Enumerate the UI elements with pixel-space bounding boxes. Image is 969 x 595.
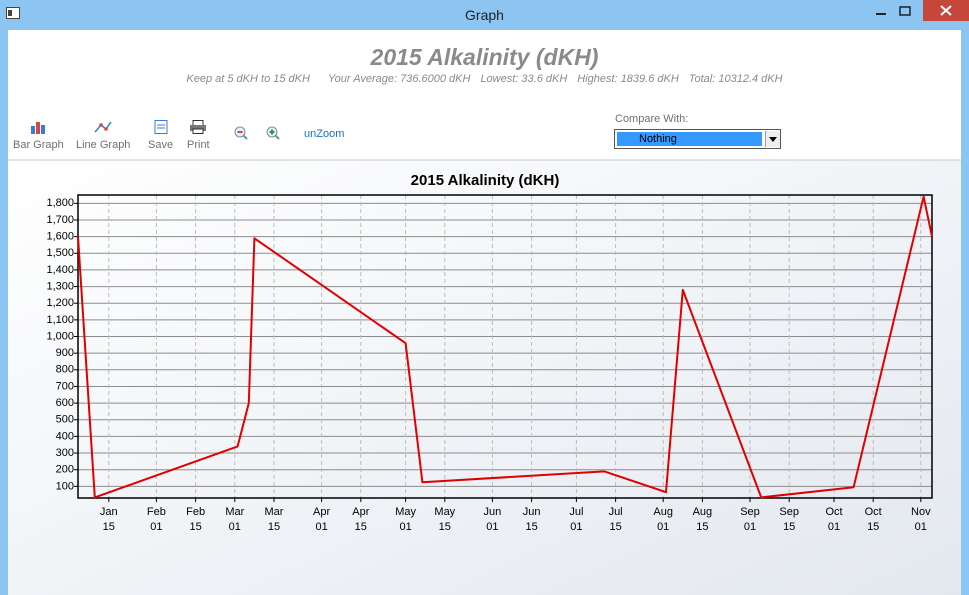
compare-dropdown[interactable]: Nothing xyxy=(614,129,781,149)
button-label: Bar Graph xyxy=(13,139,64,151)
chart-title: 2015 Alkalinity (dKH) xyxy=(411,172,560,189)
y-tick-label: 1,300 xyxy=(46,280,74,292)
save-icon xyxy=(154,120,168,134)
y-tick-label: 1,600 xyxy=(46,231,74,243)
y-tick-label: 800 xyxy=(56,364,74,376)
maximize-button[interactable] xyxy=(899,6,911,16)
x-tick-label: Feb 01 xyxy=(146,506,166,533)
x-tick-label: Apr 01 xyxy=(313,506,331,533)
zoom-out-button[interactable] xyxy=(233,125,249,141)
stat: Keep at 5 dKH to 15 dKH xyxy=(186,73,310,85)
save-button[interactable]: Save xyxy=(148,120,173,151)
window-title: Graph xyxy=(465,7,504,23)
button-label: Print xyxy=(187,139,210,151)
y-tick-label: 500 xyxy=(56,414,74,426)
y-tick-label: 1,500 xyxy=(46,247,74,259)
x-tick-label: Oct 01 xyxy=(825,506,843,533)
stat: Lowest: 33.6 dKH xyxy=(480,73,568,85)
x-tick-label: Sep 15 xyxy=(779,506,799,533)
y-tick-label: 900 xyxy=(56,347,74,359)
frame-left xyxy=(0,30,8,595)
x-tick-label: Nov 01 xyxy=(911,506,931,533)
window-icon xyxy=(6,7,20,19)
title-bar xyxy=(0,0,969,30)
x-tick-label: Oct 15 xyxy=(864,506,882,533)
bar-graph-button[interactable]: Bar Graph xyxy=(13,120,64,151)
x-tick-label: Mar 15 xyxy=(264,506,284,533)
y-tick-label: 300 xyxy=(56,447,74,459)
plot-area: 100 200 300 400 500 600 700 800 900 1,000 1,100 1,2… xyxy=(46,194,933,502)
x-tick-label: Aug 01 xyxy=(653,506,673,533)
y-tick-label: 600 xyxy=(56,397,74,409)
x-tick-label: May 15 xyxy=(434,506,456,533)
compare-value: Nothing xyxy=(617,132,762,146)
stat: Highest: 1839.6 dKH xyxy=(577,73,679,85)
y-tick-label: 1,400 xyxy=(46,264,74,276)
button-label: Line Graph xyxy=(76,139,131,151)
y-tick-label: 1,700 xyxy=(46,214,74,226)
x-tick-label: Apr 15 xyxy=(352,506,370,533)
unzoom-link[interactable]: unZoom xyxy=(304,128,345,140)
close-icon xyxy=(940,5,952,16)
y-tick-label: 100 xyxy=(56,480,74,492)
print-button[interactable]: Print xyxy=(187,120,210,151)
dropdown-arrow[interactable] xyxy=(765,131,780,147)
x-tick-label: May 01 xyxy=(395,506,416,533)
data-line xyxy=(77,195,933,499)
zoom-in-button[interactable] xyxy=(265,125,281,141)
arrow-icon xyxy=(769,137,777,142)
x-tick-label: Jul 01 xyxy=(569,506,584,533)
button-label: Save xyxy=(148,139,174,151)
print-icon xyxy=(190,120,207,134)
y-tick-label: 700 xyxy=(56,380,74,392)
line-graph-button[interactable]: Line Graph xyxy=(76,120,130,151)
y-tick-label: 1,200 xyxy=(46,297,74,309)
bar-icon xyxy=(31,122,46,134)
line-icon xyxy=(94,121,112,133)
x-tick-label: Mar 01 xyxy=(225,506,245,533)
window-controls xyxy=(876,0,969,21)
y-tick-label: 1,100 xyxy=(46,314,74,326)
y-tick-label: 1,000 xyxy=(46,330,74,342)
y-tick-label: 200 xyxy=(56,464,74,476)
x-tick-label: Aug 15 xyxy=(692,506,713,533)
y-tick-label: 400 xyxy=(56,430,74,442)
x-tick-label: Jun 01 xyxy=(483,506,502,533)
y-tick-label: 1,800 xyxy=(46,197,74,209)
header-title: 2015 Alkalinity (dKH) xyxy=(370,44,599,70)
stat: Total: 10312.4 dKH xyxy=(688,73,783,85)
x-tick-label: Jul 15 xyxy=(608,506,623,533)
stats-line: Keep at 5 dKH to 15 dKH Your Average: 736… xyxy=(8,73,961,85)
compare-label: Compare With: xyxy=(615,113,689,125)
frame-right xyxy=(961,30,969,595)
x-tick-label: Sep 01 xyxy=(740,506,760,533)
x-tick-label: Jun 15 xyxy=(522,506,541,533)
stat: Your Average: 736.6000 dKH xyxy=(327,73,471,85)
x-tick-label: Feb 15 xyxy=(186,506,206,533)
plot-frame xyxy=(77,194,933,499)
x-tick-label: Jan 15 xyxy=(99,506,118,533)
chart-background xyxy=(8,160,961,595)
